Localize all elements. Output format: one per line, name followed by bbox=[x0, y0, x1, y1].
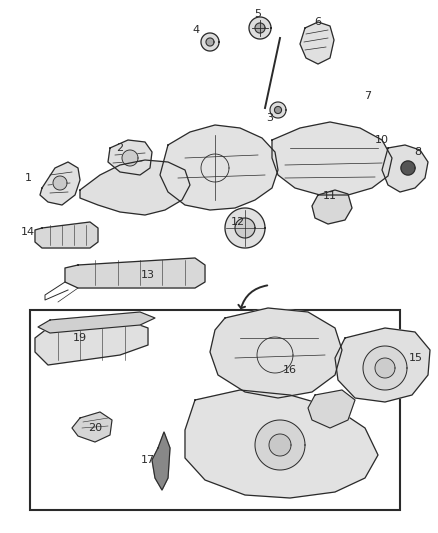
Polygon shape bbox=[255, 420, 305, 470]
Polygon shape bbox=[382, 145, 428, 192]
Polygon shape bbox=[255, 23, 265, 33]
Text: 12: 12 bbox=[231, 217, 245, 227]
Polygon shape bbox=[122, 150, 138, 166]
Polygon shape bbox=[335, 328, 430, 402]
Polygon shape bbox=[210, 308, 342, 398]
Polygon shape bbox=[35, 222, 98, 248]
Text: 5: 5 bbox=[254, 9, 261, 19]
Polygon shape bbox=[225, 208, 265, 248]
Text: 2: 2 bbox=[117, 143, 124, 153]
Bar bbox=[30, 310, 400, 510]
Polygon shape bbox=[206, 38, 214, 46]
Polygon shape bbox=[160, 125, 278, 210]
Polygon shape bbox=[363, 346, 407, 390]
Text: 11: 11 bbox=[323, 191, 337, 201]
Polygon shape bbox=[270, 102, 286, 118]
Polygon shape bbox=[185, 390, 378, 498]
Text: 17: 17 bbox=[141, 455, 155, 465]
Polygon shape bbox=[108, 140, 152, 175]
Text: 20: 20 bbox=[88, 423, 102, 433]
Polygon shape bbox=[152, 432, 170, 490]
Text: 1: 1 bbox=[25, 173, 32, 183]
Text: 16: 16 bbox=[283, 365, 297, 375]
Polygon shape bbox=[272, 122, 392, 195]
Text: 7: 7 bbox=[364, 91, 371, 101]
Polygon shape bbox=[40, 162, 80, 205]
Polygon shape bbox=[35, 318, 148, 365]
Polygon shape bbox=[80, 160, 190, 215]
Text: 19: 19 bbox=[73, 333, 87, 343]
Polygon shape bbox=[249, 17, 271, 39]
Text: 8: 8 bbox=[414, 147, 421, 157]
Text: 10: 10 bbox=[375, 135, 389, 145]
Text: 6: 6 bbox=[314, 17, 321, 27]
Text: 3: 3 bbox=[266, 113, 273, 123]
Polygon shape bbox=[38, 312, 155, 333]
Polygon shape bbox=[235, 218, 255, 238]
Text: 15: 15 bbox=[409, 353, 423, 363]
Polygon shape bbox=[269, 434, 291, 456]
Polygon shape bbox=[65, 258, 205, 288]
Polygon shape bbox=[375, 358, 395, 378]
Polygon shape bbox=[401, 161, 415, 175]
Polygon shape bbox=[72, 412, 112, 442]
Text: 14: 14 bbox=[21, 227, 35, 237]
Polygon shape bbox=[275, 107, 282, 114]
Polygon shape bbox=[312, 190, 352, 224]
Polygon shape bbox=[201, 33, 219, 51]
Polygon shape bbox=[300, 22, 334, 64]
Polygon shape bbox=[308, 390, 355, 428]
Text: 13: 13 bbox=[141, 270, 155, 280]
Polygon shape bbox=[53, 176, 67, 190]
Text: 4: 4 bbox=[192, 25, 200, 35]
